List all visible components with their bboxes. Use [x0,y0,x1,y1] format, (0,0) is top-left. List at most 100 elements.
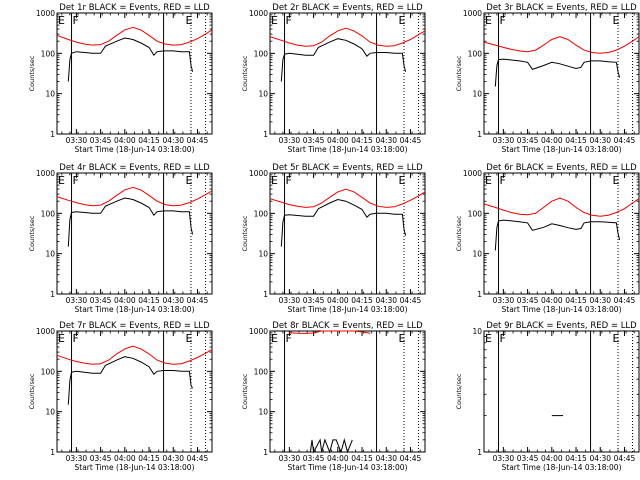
x-tick-label: 03:30 [493,296,515,305]
x-tick-label: 03:45 [517,454,539,463]
x-tick-label: 04:00 [327,296,349,305]
y-axis-label: Counts/sec [455,55,463,91]
y-tick-label: 100 [468,209,483,218]
marker-label: E [271,332,278,345]
y-axis-label: Counts/sec [455,215,463,251]
y-tick-label: 100 [41,367,56,376]
y-tick-label: 1 [477,290,482,299]
x-tick-label: 04:00 [327,454,349,463]
marker-label: F [500,332,506,345]
marker-label: E [58,14,65,27]
plot-frame [269,172,426,295]
series-line-events [494,219,621,251]
y-tick-label: 10 [258,250,268,259]
y-tick-label: 1 [50,448,55,457]
x-tick-label: 03:30 [66,136,88,145]
y-axis-label: Counts/sec [28,215,36,251]
y-tick-label: 1 [50,290,55,299]
plot-title: Det 5r BLACK = Events, RED = LLD [272,163,423,173]
plot-frame [483,172,640,295]
y-tick-label: 1 [263,130,268,139]
x-tick-label: 03:45 [90,136,112,145]
x-tick-label: 03:30 [279,136,301,145]
x-axis-label: Start Time (18-Jun-14 03:18:00) [502,145,622,154]
x-tick-label: 04:15 [138,296,160,305]
y-axis-label: Counts/sec [241,55,249,91]
y-tick-label: 1000 [36,9,55,18]
x-tick-label: 04:45 [614,136,636,145]
marker-label: E [485,174,492,187]
x-tick-label: 04:00 [114,454,136,463]
y-axis-label: Counts/sec [241,373,249,409]
series-line-lld [289,330,371,334]
x-tick-label: 04:45 [400,296,422,305]
x-tick-label: 03:45 [90,454,112,463]
x-tick-label: 04:30 [162,454,184,463]
plot-panel: Det 7r BLACK = Events, RED = LLD 1 10 100 10… [28,321,213,472]
marker-label: F [73,332,79,345]
y-axis-label: Counts/sec [455,373,463,409]
x-tick-label: 03:30 [66,296,88,305]
x-tick-label: 04:45 [400,136,422,145]
y-axis-label: Counts/sec [28,55,36,91]
y-axis-label: Counts/sec [28,373,36,409]
series-line-events [280,38,407,82]
x-tick-label: 04:00 [541,296,563,305]
marker-label: E [399,14,406,27]
y-tick-label: 1 [50,130,55,139]
x-tick-label: 04:30 [589,454,611,463]
y-tick-label: 100 [41,209,56,218]
x-tick-label: 03:30 [66,454,88,463]
plot-panel: Det 9r BLACK = Events, RED = LLD 1 10 03:30… [455,321,640,472]
x-axis-label: Start Time (18-Jun-14 03:18:00) [75,463,195,472]
x-tick-label: 04:15 [351,136,373,145]
x-axis-label: Start Time (18-Jun-14 03:18:00) [288,145,408,154]
x-tick-label: 04:30 [162,296,184,305]
x-tick-label: 04:45 [187,296,209,305]
marker-label: E [399,332,406,345]
plot-frame [56,330,213,453]
series-line-lld [269,188,426,208]
marker-label: E [186,332,193,345]
marker-label: E [186,14,193,27]
x-tick-label: 03:30 [493,454,515,463]
series-line-events [494,58,621,87]
y-tick-label: 1 [477,130,482,139]
marker-label: E [485,332,492,345]
y-tick-label: 100 [468,49,483,58]
marker-label: E [485,14,492,27]
series-line-lld [483,197,640,217]
x-tick-label: 04:30 [589,136,611,145]
x-tick-label: 03:30 [279,454,301,463]
x-axis-label: Start Time (18-Jun-14 03:18:00) [288,305,408,314]
plot-title: Det 7r BLACK = Events, RED = LLD [59,321,210,331]
marker-label: F [286,174,292,187]
plot-panel: Det 1r BLACK = Events, RED = LLD 1 10 100 10… [28,3,213,154]
series-line-events [67,37,194,82]
y-tick-label: 100 [41,49,56,58]
plot-title: Det 9r BLACK = Events, RED = LLD [486,321,637,331]
x-tick-label: 03:45 [303,454,325,463]
y-tick-label: 1000 [249,9,268,18]
x-tick-label: 04:30 [589,296,611,305]
marker-label: E [271,174,278,187]
x-tick-label: 04:15 [138,136,160,145]
x-tick-label: 04:15 [565,454,587,463]
x-tick-label: 04:45 [614,296,636,305]
x-tick-label: 04:45 [400,454,422,463]
x-tick-label: 04:30 [375,136,397,145]
marker-label: E [399,174,406,187]
y-tick-label: 100 [254,49,269,58]
x-tick-label: 04:15 [138,454,160,463]
series-line-events [280,198,407,247]
y-tick-label: 10 [45,250,55,259]
plot-frame [56,12,213,135]
plot-title: Det 8r BLACK = Events, RED = LLD [272,321,423,331]
y-tick-label: 10 [472,90,482,99]
x-tick-label: 04:45 [614,454,636,463]
x-tick-label: 04:00 [114,136,136,145]
plot-frame [269,12,426,135]
x-tick-label: 04:45 [187,454,209,463]
plot-panel: Det 5r BLACK = Events, RED = LLD 1 10 100 10… [241,163,426,314]
